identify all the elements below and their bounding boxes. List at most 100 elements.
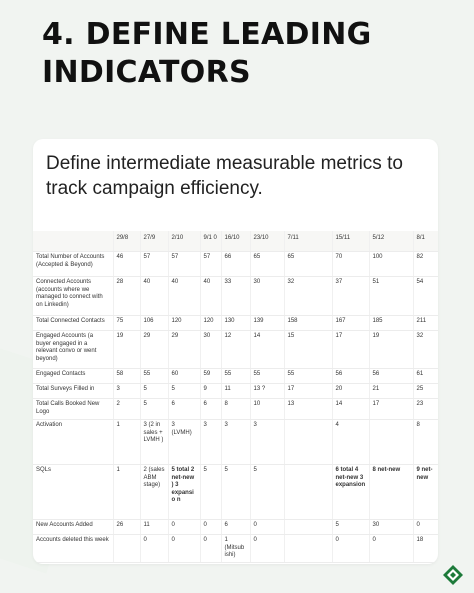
table-cell: [284, 519, 333, 535]
table-cell: 32: [284, 276, 333, 316]
table-cell: 3: [200, 419, 222, 465]
table-cell: 5: [200, 464, 222, 520]
table-cell: 32: [413, 330, 438, 369]
column-header: 7/11: [284, 231, 333, 252]
table-cell: 0: [140, 534, 169, 563]
table-cell: 33: [221, 276, 251, 316]
table-cell: 0: [413, 519, 438, 535]
table-row: Total Surveys Filled in 3 5 5 9 11 13 ? …: [33, 383, 438, 399]
table-cell: 0: [250, 534, 285, 563]
table-cell: 5: [221, 464, 251, 520]
table-cell: 28: [113, 276, 141, 316]
column-header: 15/11: [332, 231, 370, 252]
table-row: Engaged Accounts (a buyer engaged in a r…: [33, 330, 438, 369]
column-header: 27/9: [140, 231, 169, 252]
table-cell: 0: [200, 519, 222, 535]
row-label: Total Surveys Filled in: [33, 383, 114, 399]
table-cell: 0: [250, 519, 285, 535]
table-cell: 4: [332, 419, 370, 465]
column-header: [33, 231, 114, 252]
row-label: Accounts deleted this week: [33, 534, 114, 563]
table-cell: 167: [332, 315, 370, 331]
table-cell: 3: [250, 419, 285, 465]
table-cell: 5 total 2 net-new ) 3 expansio n: [168, 464, 201, 520]
table-cell: 60: [168, 368, 201, 384]
table-cell: 65: [250, 251, 285, 277]
table-cell: 26: [113, 519, 141, 535]
table-cell: [284, 419, 333, 465]
row-label: Engaged Accounts (a buyer engaged in a r…: [33, 330, 114, 369]
table-cell: 30: [250, 276, 285, 316]
column-header: 16/10: [221, 231, 251, 252]
table-cell: 40: [140, 276, 169, 316]
table-cell: 139: [250, 315, 285, 331]
table-cell: 5: [140, 398, 169, 420]
table-cell: 5: [250, 464, 285, 520]
table-row: SQLs 1 2 (sales ABM stage) 5 total 2 net…: [33, 464, 438, 520]
table-cell: 0: [168, 519, 201, 535]
table-row: Activation 1 3 (2 in sales + LVMH ) 3 (L…: [33, 419, 438, 465]
table-cell: 82: [413, 251, 438, 277]
table-cell: 15: [284, 330, 333, 369]
table-cell: 130: [221, 315, 251, 331]
table-cell: 70: [332, 251, 370, 277]
table-row: New Accounts Added 26 11 0 0 6 0 5 30 0: [33, 519, 438, 535]
table-cell: 211: [413, 315, 438, 331]
table-cell: 30: [200, 330, 222, 369]
row-label: Connected Accounts (accounts where we ma…: [33, 276, 114, 316]
table-cell: 158: [284, 315, 333, 331]
table-cell: 40: [168, 276, 201, 316]
table-cell: 57: [168, 251, 201, 277]
card-subtitle: Define intermediate measurable metrics t…: [46, 153, 403, 199]
table-cell: 17: [332, 330, 370, 369]
table-cell: 2: [113, 398, 141, 420]
table-cell: 13 ?: [250, 383, 285, 399]
table-cell: 19: [113, 330, 141, 369]
table-row: Total Connected Contacts 75 106 120 120 …: [33, 315, 438, 331]
table-cell: 3 (2 in sales + LVMH ): [140, 419, 169, 465]
table-cell: 3: [221, 419, 251, 465]
table-cell: 120: [168, 315, 201, 331]
table-cell: 8: [413, 419, 438, 465]
table-cell: 29: [140, 330, 169, 369]
column-header: 29/8: [113, 231, 141, 252]
table-cell: 100: [369, 251, 414, 277]
table-cell: 65: [284, 251, 333, 277]
table-row: Connected Accounts (accounts where we ma…: [33, 276, 438, 316]
table-cell: 9 net-new: [413, 464, 438, 520]
row-label: Total Calls Booked New Logo: [33, 398, 114, 420]
table-cell: 14: [250, 330, 285, 369]
table-cell: [113, 534, 141, 563]
column-header: 23/10: [250, 231, 285, 252]
table-cell: 55: [221, 368, 251, 384]
table-cell: 13: [284, 398, 333, 420]
table-cell: 1 (Mitsub ishi): [221, 534, 251, 563]
brand-logo-icon: [443, 565, 463, 585]
table-cell: 1: [113, 464, 141, 520]
table-cell: 56: [369, 368, 414, 384]
column-header: 5/12: [369, 231, 414, 252]
table-cell: 21: [369, 383, 414, 399]
table-cell: 0: [200, 534, 222, 563]
table-row: Total Number of Accounts (Accepted & Bey…: [33, 251, 438, 277]
table-cell: 0: [369, 534, 414, 563]
table-row: Accounts deleted this week 0 0 0 1 (Mits…: [33, 534, 438, 563]
row-label: Total Connected Contacts: [33, 315, 114, 331]
table-cell: 8: [221, 398, 251, 420]
table-cell: 57: [200, 251, 222, 277]
row-label: Engaged Contacts: [33, 368, 114, 384]
table-cell: 6: [168, 398, 201, 420]
table-cell: 29: [168, 330, 201, 369]
table-cell: 11: [221, 383, 251, 399]
table-cell: 61: [413, 368, 438, 384]
table-cell: 106: [140, 315, 169, 331]
table-cell: 185: [369, 315, 414, 331]
table-cell: 56: [332, 368, 370, 384]
table-cell: 66: [221, 251, 251, 277]
row-label: New Accounts Added: [33, 519, 114, 535]
table-cell: 5: [332, 519, 370, 535]
table-row: Total Calls Booked New Logo 2 5 6 6 8 10…: [33, 398, 438, 420]
table-cell: 3 (LVMH): [168, 419, 201, 465]
table-cell: 54: [413, 276, 438, 316]
column-header: 9/1 0: [200, 231, 222, 252]
